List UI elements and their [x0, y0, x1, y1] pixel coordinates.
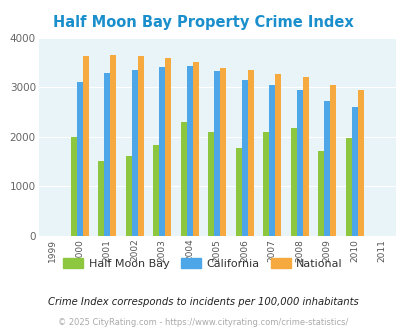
Bar	[153, 145, 159, 236]
Bar	[345, 138, 351, 236]
Text: Crime Index corresponds to incidents per 100,000 inhabitants: Crime Index corresponds to incidents per…	[47, 297, 358, 307]
Bar	[186, 66, 192, 236]
Bar	[275, 74, 281, 236]
Bar	[351, 107, 357, 236]
Bar	[302, 77, 308, 236]
Bar	[104, 73, 110, 236]
Text: Half Moon Bay Property Crime Index: Half Moon Bay Property Crime Index	[53, 15, 352, 30]
Bar	[235, 148, 241, 236]
Bar	[70, 137, 77, 236]
Bar	[357, 90, 363, 236]
Bar	[77, 82, 83, 236]
Bar	[262, 132, 269, 236]
Bar	[98, 161, 104, 236]
Bar	[159, 67, 165, 236]
Bar	[83, 56, 89, 236]
Bar	[180, 122, 186, 236]
Bar	[110, 55, 116, 236]
Bar	[323, 101, 329, 236]
Bar	[269, 85, 275, 236]
Bar	[247, 70, 253, 236]
Bar	[208, 132, 214, 236]
Bar	[192, 62, 198, 236]
Bar	[137, 56, 143, 236]
Bar	[290, 128, 296, 236]
Text: © 2025 CityRating.com - https://www.cityrating.com/crime-statistics/: © 2025 CityRating.com - https://www.city…	[58, 318, 347, 327]
Bar	[329, 85, 335, 236]
Bar	[296, 90, 302, 236]
Bar	[214, 71, 220, 236]
Bar	[126, 155, 131, 236]
Bar	[165, 58, 171, 236]
Bar	[241, 80, 247, 236]
Bar	[317, 151, 323, 236]
Legend: Half Moon Bay, California, National: Half Moon Bay, California, National	[59, 254, 346, 273]
Bar	[131, 70, 137, 236]
Bar	[220, 68, 226, 236]
